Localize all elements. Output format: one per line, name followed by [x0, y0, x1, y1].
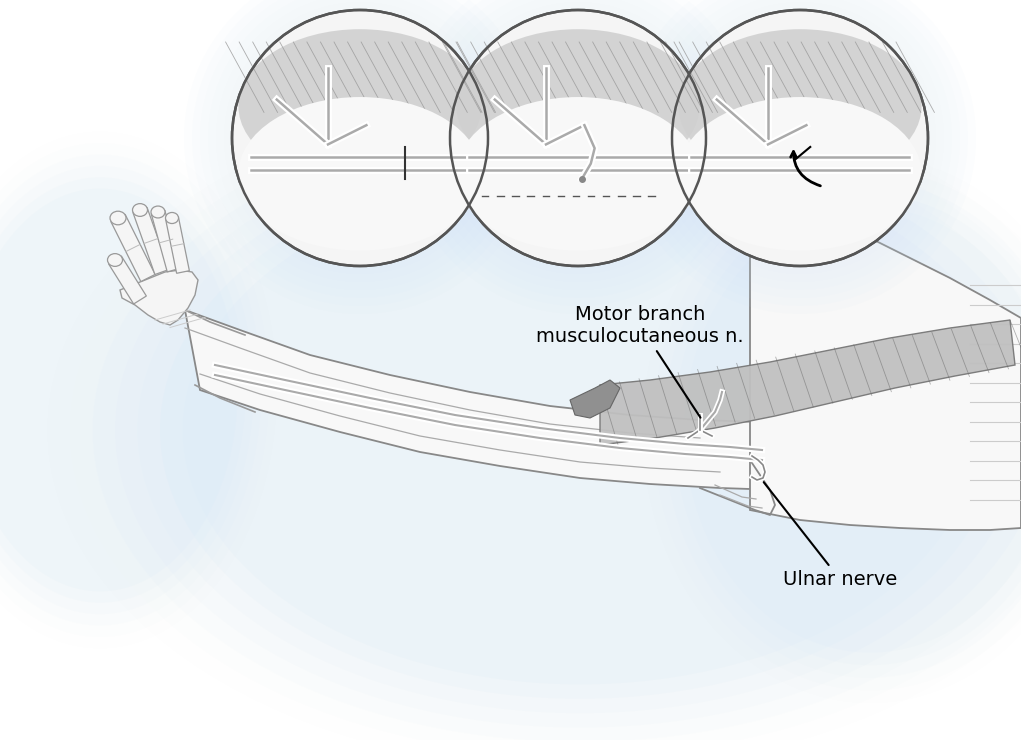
Ellipse shape — [232, 10, 488, 266]
Ellipse shape — [456, 97, 699, 251]
Polygon shape — [600, 320, 1015, 445]
Ellipse shape — [684, 207, 1021, 653]
Ellipse shape — [402, 0, 753, 314]
Polygon shape — [151, 210, 181, 272]
Ellipse shape — [238, 97, 482, 251]
Text: Motor branch
musculocutaneous n.: Motor branch musculocutaneous n. — [536, 305, 744, 417]
Ellipse shape — [110, 211, 126, 225]
Ellipse shape — [183, 175, 977, 684]
Ellipse shape — [165, 212, 179, 223]
Ellipse shape — [672, 10, 928, 266]
Ellipse shape — [184, 0, 536, 314]
Ellipse shape — [133, 204, 147, 216]
Ellipse shape — [456, 29, 699, 183]
Ellipse shape — [107, 254, 123, 266]
Ellipse shape — [0, 166, 253, 614]
Ellipse shape — [624, 0, 976, 314]
Ellipse shape — [450, 10, 706, 266]
Ellipse shape — [160, 161, 1000, 699]
Ellipse shape — [678, 97, 922, 251]
Polygon shape — [185, 310, 870, 490]
Ellipse shape — [151, 206, 165, 218]
Polygon shape — [750, 200, 1021, 530]
Polygon shape — [165, 217, 189, 273]
Ellipse shape — [678, 29, 922, 183]
Ellipse shape — [0, 177, 246, 603]
Polygon shape — [120, 270, 198, 325]
Ellipse shape — [674, 195, 1021, 665]
Polygon shape — [108, 256, 146, 304]
Ellipse shape — [115, 132, 1021, 727]
Polygon shape — [111, 215, 155, 282]
Polygon shape — [570, 380, 620, 418]
Ellipse shape — [238, 29, 482, 183]
Ellipse shape — [138, 147, 1021, 713]
Text: Ulnar nerve: Ulnar nerve — [764, 482, 897, 589]
Ellipse shape — [0, 189, 238, 591]
Polygon shape — [133, 207, 169, 275]
